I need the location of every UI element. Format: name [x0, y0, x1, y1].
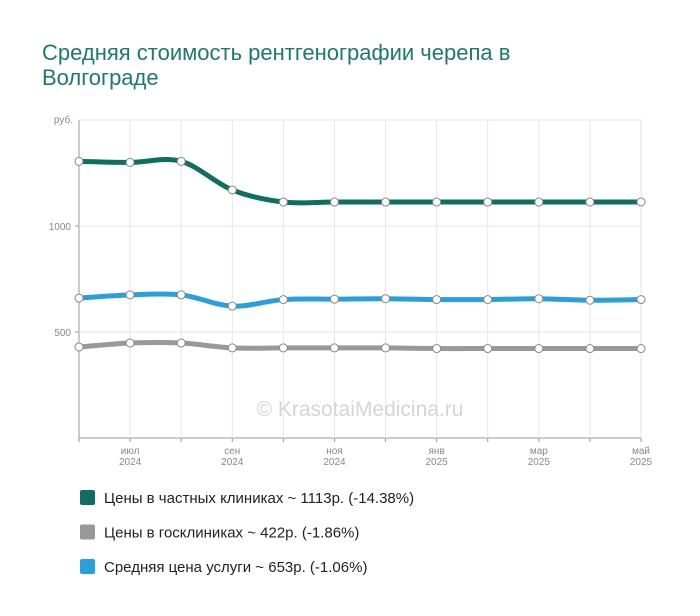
point	[227, 185, 237, 195]
point	[381, 294, 391, 304]
legend-label: Цены в госклиниках ~ 422р. (-1.86%)	[104, 525, 359, 542]
y-tick-label: 500	[54, 328, 71, 339]
legend-swatch	[80, 559, 95, 574]
point	[483, 295, 493, 305]
x-tick-label: сен 2024	[221, 446, 244, 468]
series-line	[76, 157, 644, 206]
point	[432, 295, 442, 305]
point	[381, 343, 391, 353]
point	[74, 293, 84, 303]
series-line	[76, 291, 644, 309]
point	[534, 344, 544, 354]
legend-label: Цены в частных клиниках ~ 1113р. (-14.38…	[104, 490, 414, 507]
legend-swatch	[80, 490, 95, 505]
x-tick-label: янв 2025	[426, 446, 449, 468]
point	[329, 343, 339, 353]
legend-swatch	[80, 524, 95, 540]
point	[636, 295, 646, 305]
x-tick-label: мар 2025	[528, 446, 551, 468]
series-line	[76, 339, 644, 352]
point	[227, 343, 237, 353]
x-tick-label: ноя 2024	[323, 446, 346, 468]
x-tick-label: июл 2024	[119, 446, 142, 468]
legend-label: Средняя цена услуги ~ 653р. (-1.06%)	[104, 559, 367, 576]
point	[534, 294, 544, 304]
point	[125, 290, 135, 300]
point	[74, 156, 84, 166]
point	[176, 338, 186, 348]
point	[483, 197, 493, 207]
point	[432, 197, 442, 207]
point	[125, 157, 135, 167]
point	[329, 197, 339, 207]
point	[227, 301, 237, 311]
point	[483, 344, 493, 354]
point	[585, 295, 595, 305]
point	[74, 342, 84, 352]
point	[432, 344, 442, 354]
point	[381, 197, 391, 207]
point	[329, 294, 339, 304]
point	[278, 197, 288, 207]
point	[278, 295, 288, 305]
y-unit: руб.	[54, 114, 73, 126]
watermark: © KrasotaiMedicina.ru	[257, 398, 464, 421]
point	[534, 197, 544, 207]
chart-title: Средняя стоимость рентгенографии черепа …	[42, 40, 510, 90]
point	[585, 197, 595, 207]
point	[176, 290, 186, 300]
x-tick-label: май 2025	[630, 446, 653, 468]
point	[636, 344, 646, 354]
point	[125, 338, 135, 348]
point	[278, 343, 288, 353]
point	[176, 156, 186, 166]
point	[636, 197, 646, 207]
point	[585, 344, 595, 354]
y-tick-label: 1000	[49, 222, 72, 233]
